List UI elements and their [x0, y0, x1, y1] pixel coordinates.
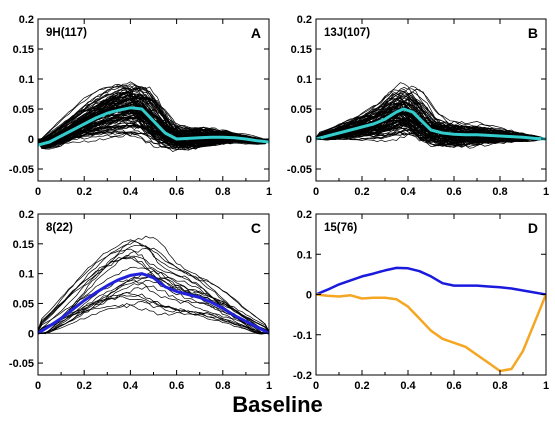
x-tick-label: 0.6: [446, 186, 461, 198]
panel-letter: B: [528, 25, 538, 41]
y-tick-label: -0.05: [9, 164, 34, 176]
x-tick-label: 0.2: [77, 380, 92, 392]
x-axis-label: Baseline: [232, 392, 323, 417]
y-tick-label: 0: [28, 328, 34, 340]
trace-line: [316, 93, 546, 140]
x-tick-label: 0.6: [169, 380, 184, 392]
y-tick-label: -0.1: [293, 330, 312, 342]
panel-letter: C: [251, 220, 261, 236]
y-tick-label: 0.15: [291, 44, 312, 56]
series-line-2: [316, 293, 546, 373]
x-tick-label: 0.4: [400, 186, 416, 198]
y-tick-label: 0.15: [13, 239, 34, 251]
trace-line: [38, 254, 269, 334]
x-tick-label: 0.8: [492, 380, 507, 392]
y-tick-label: 0: [306, 134, 312, 146]
y-tick-label: 0.05: [291, 104, 312, 116]
series-line-1: [38, 272, 269, 335]
trace-line: [38, 304, 269, 334]
panel-tag: 15(76): [324, 222, 357, 234]
panel-tag: 9H(117): [46, 27, 87, 39]
trace-line: [38, 81, 269, 145]
individual-traces: [316, 82, 546, 149]
y-tick-label: 0.15: [13, 44, 34, 56]
y-tick-label: 0.1: [297, 249, 312, 261]
trace-line: [38, 124, 269, 146]
panel-b: 0 0.2 0.4 0.6 0.8 1-0.0500.050.10.150.213J(10…: [287, 14, 549, 198]
individual-traces: [38, 235, 269, 335]
trace-line: [38, 126, 269, 145]
series-line-1: [316, 107, 546, 141]
x-tick-label: 1: [543, 380, 549, 392]
x-tick-label: 1: [543, 186, 549, 198]
x-tick-label: 0.6: [169, 186, 184, 198]
y-tick-label: 0.2: [297, 14, 312, 26]
x-tick-label: 0.6: [446, 380, 461, 392]
plot-frame: [315, 18, 547, 182]
trace-line: [38, 239, 269, 334]
trace-line: [316, 127, 546, 147]
y-tick-label: 0.1: [19, 74, 34, 86]
panel-tag: 8(22): [46, 222, 73, 234]
y-tick-label: 0.05: [13, 298, 34, 310]
y-tick-label: 0: [28, 134, 34, 146]
trace-line: [38, 105, 269, 146]
x-tick-label: 0.4: [123, 380, 139, 392]
y-tick-label: 0.2: [19, 209, 34, 221]
trace-line: [38, 131, 269, 147]
trace-line: [38, 235, 269, 335]
x-tick-label: 0: [313, 380, 319, 392]
x-tick-label: 0.4: [400, 380, 416, 392]
individual-traces: [38, 81, 269, 153]
y-tick-label: -0.05: [9, 358, 34, 370]
panel-a: 0 0.2 0.4 0.6 0.8 1-0.0500.050.10.150.29H(117…: [9, 14, 272, 198]
y-tick-label: 0.2: [19, 14, 34, 26]
x-tick-label: 0.2: [354, 380, 369, 392]
trace-line: [38, 98, 269, 144]
panel-d: 0 0.2 0.4 0.6 0.8 1 -0.2 -0.1 0 0.1 0.2 15(76) D: [293, 209, 549, 392]
x-tick-label: 1: [266, 380, 272, 392]
panel-tag: 13J(107): [324, 27, 370, 39]
y-tick-label: 0.05: [13, 104, 34, 116]
plot-frame: [37, 213, 270, 376]
x-tick-label: 0.8: [215, 186, 230, 198]
trace-line: [38, 256, 269, 334]
panel-letter: D: [528, 220, 538, 236]
series-line-1: [38, 106, 269, 147]
trace-line: [38, 116, 269, 146]
trace-line: [38, 270, 269, 334]
x-tick-label: 0.4: [123, 186, 139, 198]
x-tick-label: 0.8: [492, 186, 507, 198]
trace-line: [38, 291, 269, 334]
x-tick-label: 0.2: [77, 186, 92, 198]
panel-letter: A: [251, 25, 261, 41]
y-tick-label: 0: [306, 290, 312, 302]
x-tick-label: 0: [35, 186, 41, 198]
x-tick-label: 0: [313, 186, 319, 198]
x-tick-label: 0.8: [215, 380, 230, 392]
y-tick-label: 0.1: [19, 269, 34, 281]
y-tick-label: 0.2: [297, 209, 312, 221]
x-tick-label: 1: [266, 186, 272, 198]
series-line-1: [316, 266, 546, 296]
trace-line: [316, 100, 546, 140]
y-tick-label: -0.2: [293, 370, 312, 382]
x-tick-label: 0.2: [354, 186, 369, 198]
trace-line: [38, 257, 269, 334]
x-tick-label: 0: [35, 380, 41, 392]
y-tick-label: 0.1: [297, 74, 312, 86]
y-tick-label: -0.05: [287, 164, 312, 176]
